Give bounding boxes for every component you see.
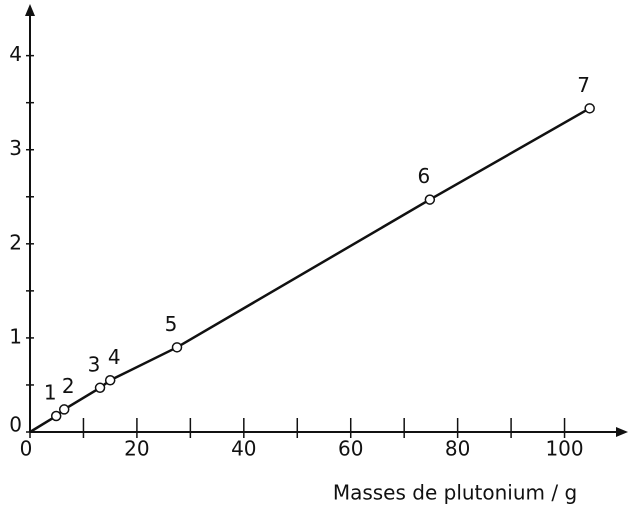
y-arrow <box>25 4 35 16</box>
point-label: 1 <box>44 381 57 405</box>
point <box>424 194 436 205</box>
x-tick-label: 60 <box>338 437 363 461</box>
point <box>104 375 116 386</box>
point-label: 2 <box>62 374 75 398</box>
point-label: 6 <box>417 164 430 188</box>
y-tick-label: 0 <box>9 413 22 437</box>
y-tick-label: 4 <box>9 42 22 66</box>
y-tick-label: 3 <box>9 136 22 160</box>
point <box>171 342 183 353</box>
y-tick-label: 2 <box>9 230 22 254</box>
x-tick-label: 80 <box>445 437 470 461</box>
point-label: 4 <box>108 345 121 369</box>
point <box>50 410 62 422</box>
point-label: 5 <box>165 312 178 336</box>
x-tick-label: 20 <box>124 437 149 461</box>
point-label: 3 <box>88 352 101 376</box>
x-arrow <box>616 427 628 437</box>
point-label: 7 <box>577 73 590 97</box>
point <box>584 103 595 114</box>
x-tick-label: 100 <box>545 437 583 461</box>
x-tick-label: 0 <box>20 437 33 461</box>
point <box>94 382 106 394</box>
point <box>58 404 70 415</box>
y-tick-label: 1 <box>9 324 22 348</box>
x-tick-label: 40 <box>231 437 256 461</box>
trend-line <box>55 107 591 417</box>
x-axis-label: Masses de plutonium / g <box>333 481 577 505</box>
